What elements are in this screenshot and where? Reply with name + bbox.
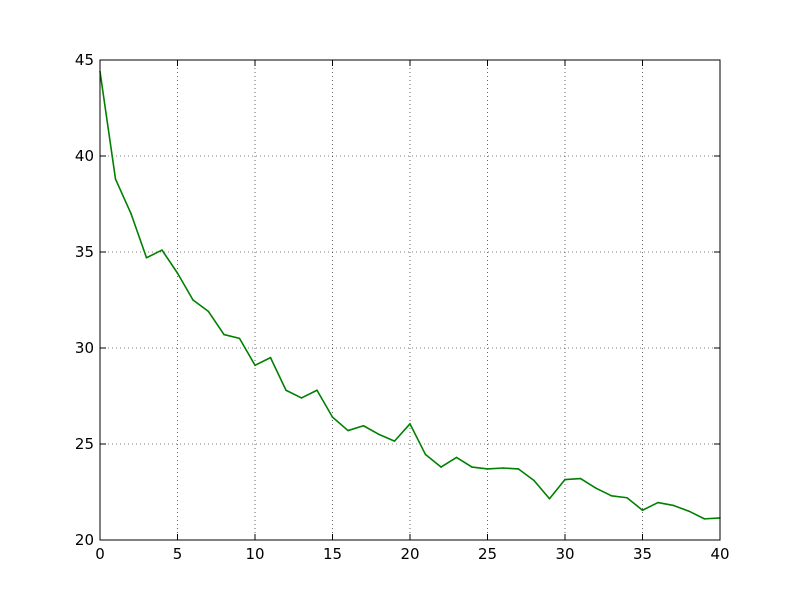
x-tick-label: 25 xyxy=(478,545,497,563)
data-point xyxy=(595,487,597,489)
data-point xyxy=(130,212,132,215)
data-point xyxy=(145,256,148,259)
y-tick-label: 30 xyxy=(75,339,94,357)
data-point xyxy=(161,249,163,251)
data-point xyxy=(300,397,303,399)
tick-marks xyxy=(99,59,721,541)
data-point xyxy=(703,518,706,520)
y-tick-label: 35 xyxy=(75,243,94,261)
data-point xyxy=(378,433,380,436)
data-point xyxy=(362,424,365,427)
data-point xyxy=(564,478,566,481)
data-point xyxy=(502,467,504,469)
data-point xyxy=(486,468,489,470)
data-point xyxy=(440,466,442,468)
data-point xyxy=(347,429,349,432)
x-tick-label: 10 xyxy=(245,545,264,563)
data-point xyxy=(254,364,256,367)
data-point xyxy=(409,423,411,425)
data-point xyxy=(579,477,582,480)
data-point xyxy=(424,453,427,456)
y-tick-label: 20 xyxy=(75,531,94,549)
data-point xyxy=(688,510,690,512)
data-point xyxy=(331,416,334,418)
x-tick-label: 20 xyxy=(400,545,419,563)
data-point xyxy=(455,456,458,459)
x-tick-label: 30 xyxy=(555,545,574,563)
data-point xyxy=(238,337,241,340)
data-point xyxy=(393,440,396,442)
grid-lines xyxy=(100,60,720,540)
data-point xyxy=(192,299,194,301)
data-point xyxy=(471,466,473,468)
x-tick-label: 40 xyxy=(710,545,729,563)
y-tick-label: 45 xyxy=(75,51,94,69)
data-point xyxy=(207,310,210,313)
y-tick-label: 40 xyxy=(75,147,94,165)
data-point xyxy=(672,504,675,507)
x-tick-label: 15 xyxy=(323,545,342,563)
x-tick-label: 5 xyxy=(173,545,183,563)
y-tick-label: 25 xyxy=(75,435,94,453)
data-point xyxy=(285,389,287,392)
data-point xyxy=(626,496,628,499)
data-point xyxy=(641,509,644,512)
data-point xyxy=(657,501,659,504)
data-point xyxy=(114,178,117,180)
data-point xyxy=(223,333,225,336)
x-tick-label: 35 xyxy=(633,545,652,563)
data-point xyxy=(176,272,179,274)
data-point xyxy=(548,497,551,500)
data-point xyxy=(517,468,520,470)
data-point xyxy=(269,356,272,359)
data-point xyxy=(316,389,318,392)
data-point xyxy=(610,495,613,497)
x-tick-label: 0 xyxy=(95,545,105,563)
data-point xyxy=(533,479,535,482)
tick-labels: 0 5 10 15 20 25 30 35 40 20 25 30 35 40 45 xyxy=(75,51,730,563)
